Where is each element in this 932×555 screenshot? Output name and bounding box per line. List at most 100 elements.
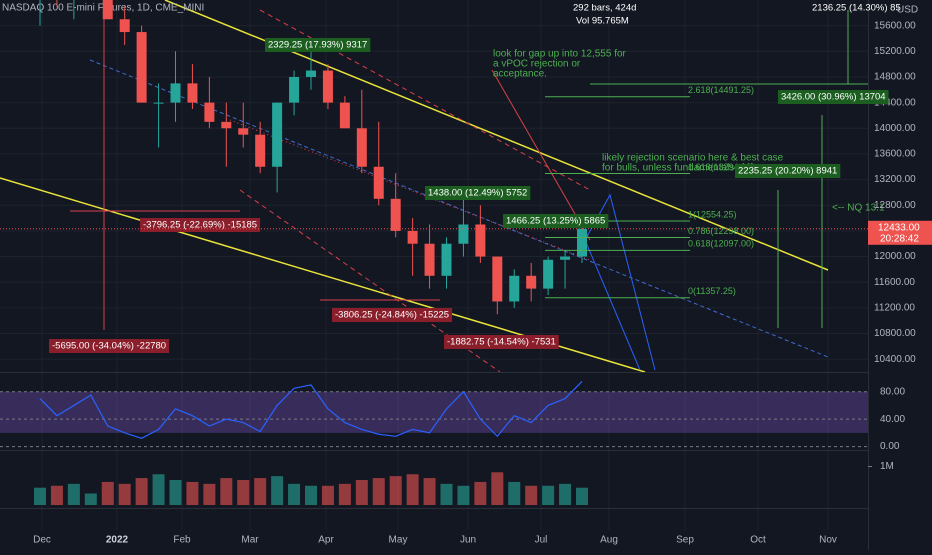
vol-bar	[34, 487, 46, 505]
measure-box	[425, 186, 531, 200]
note: <-- NQ 13.1	[832, 203, 885, 214]
fib-label: 0(11357.25)	[688, 286, 736, 296]
vol-bar	[186, 481, 199, 505]
vol-bar	[135, 478, 148, 505]
measure-box	[444, 335, 559, 349]
fib-label: 1(12554.25)	[688, 209, 737, 219]
candle-body	[407, 230, 418, 244]
vol-bar	[542, 485, 555, 505]
notes: look for gap up into 12,555 for a vPOC r…	[493, 49, 885, 214]
pane-sep	[0, 372, 868, 373]
vol-bar	[305, 485, 317, 505]
candle-body	[289, 76, 300, 103]
vol-bar	[203, 483, 216, 505]
candle-body	[221, 121, 232, 129]
vol-bar	[389, 476, 402, 505]
arrow-line	[491, 69, 591, 241]
y-tick-label: 13200.00	[874, 174, 916, 185]
measure-label: -3806.25 (-24.84%) -15225	[335, 310, 449, 321]
measure-box	[265, 38, 371, 52]
y-tick-label: 14800.00	[874, 72, 916, 83]
y-tick-label: 14000.00	[874, 123, 916, 134]
note: likely rejection scenario here & best ca…	[602, 153, 784, 164]
stoch-tick-label: 40.00	[880, 414, 905, 425]
candle-body	[339, 102, 350, 129]
fib-label: 1.618(13294.00)	[688, 162, 754, 172]
measure-box	[49, 339, 170, 353]
x-tick-label: Nov	[819, 535, 837, 546]
vol-bar	[372, 478, 385, 505]
x-tick-label: Jul	[535, 535, 548, 546]
candle-body	[272, 102, 283, 167]
candle-body	[543, 259, 554, 289]
note: acceptance.	[493, 69, 547, 80]
candle-body	[119, 19, 130, 33]
vol-info: Vol 95.765M	[576, 16, 629, 27]
x-tick-label: Oct	[750, 535, 766, 546]
candle-body	[509, 275, 520, 302]
candle-body	[475, 224, 486, 257]
candle-body	[306, 70, 316, 77]
pane-sep	[0, 450, 868, 451]
x-tick-label: Apr	[318, 535, 334, 546]
note: a vPOC rejection or	[493, 59, 581, 70]
vol-bar	[508, 481, 521, 505]
price-tag	[868, 220, 932, 245]
y-tick-label: 15200.00	[874, 46, 916, 57]
note: look for gap up into 12,555 for	[493, 49, 627, 60]
measure-label: 1466.25 (13.25%) 5865	[506, 216, 605, 227]
vol-bar	[118, 483, 131, 505]
bars-info: 292 bars, 424d	[573, 3, 636, 14]
candle-body	[170, 83, 181, 103]
candle-body	[322, 70, 333, 103]
candle-body	[458, 224, 469, 244]
candle-body	[187, 83, 198, 103]
axis-sep	[868, 0, 869, 550]
stoch-line	[39, 381, 583, 439]
note: for bulls, unless fundamentals shift.	[602, 163, 758, 174]
vol-bar	[491, 472, 504, 505]
vol-bar	[406, 474, 419, 505]
y-tick-label: 13600.00	[874, 149, 916, 160]
vol-bar	[169, 480, 182, 505]
vol-bar	[50, 485, 63, 505]
x-tick-label: Dec	[33, 535, 51, 546]
top-measure: 2136.25 (14.30%) 85	[812, 3, 901, 14]
vol-bar	[355, 480, 368, 505]
pane-sep	[0, 508, 868, 509]
y-tick-label: 11600.00	[874, 277, 915, 288]
vol-bar	[525, 485, 538, 505]
candle-body	[238, 128, 249, 135]
vol-bar	[457, 485, 470, 505]
vol-bar	[84, 493, 97, 505]
red-dot	[229, 119, 591, 261]
candle-body	[153, 102, 164, 104]
vol-bar	[474, 481, 487, 505]
vol-bar	[101, 481, 114, 505]
candle-body	[492, 256, 503, 302]
measure-label: 3426.00 (30.96%) 13704	[781, 92, 886, 103]
vol-bar	[220, 478, 233, 505]
vol-bar	[423, 478, 436, 505]
y-tick-label: 10800.00	[874, 328, 916, 339]
measure-label: -5695.00 (-34.04%) -22780	[52, 341, 166, 352]
candle-body	[560, 256, 571, 260]
candle-body	[424, 243, 435, 276]
fib-label: 0.786(12298.00)	[688, 226, 754, 236]
stoch-tick-label: 0.00	[880, 441, 900, 452]
measure-box	[332, 308, 453, 322]
price-tag-label: 12433.00	[878, 222, 920, 233]
vol-bar	[254, 478, 267, 505]
currency: USD	[897, 5, 918, 16]
y-tick-label: 14400.00	[874, 97, 916, 108]
x-tick-label: Sep	[676, 535, 694, 546]
candle-body	[356, 128, 367, 167]
measure-label: 2235.25 (20.20%) 8941	[738, 166, 837, 177]
candle-body	[373, 166, 384, 199]
y-tick-label: 11200.00	[874, 303, 915, 314]
vol-bar	[152, 474, 165, 505]
vol-bar	[440, 483, 453, 505]
candle-body	[390, 198, 401, 231]
